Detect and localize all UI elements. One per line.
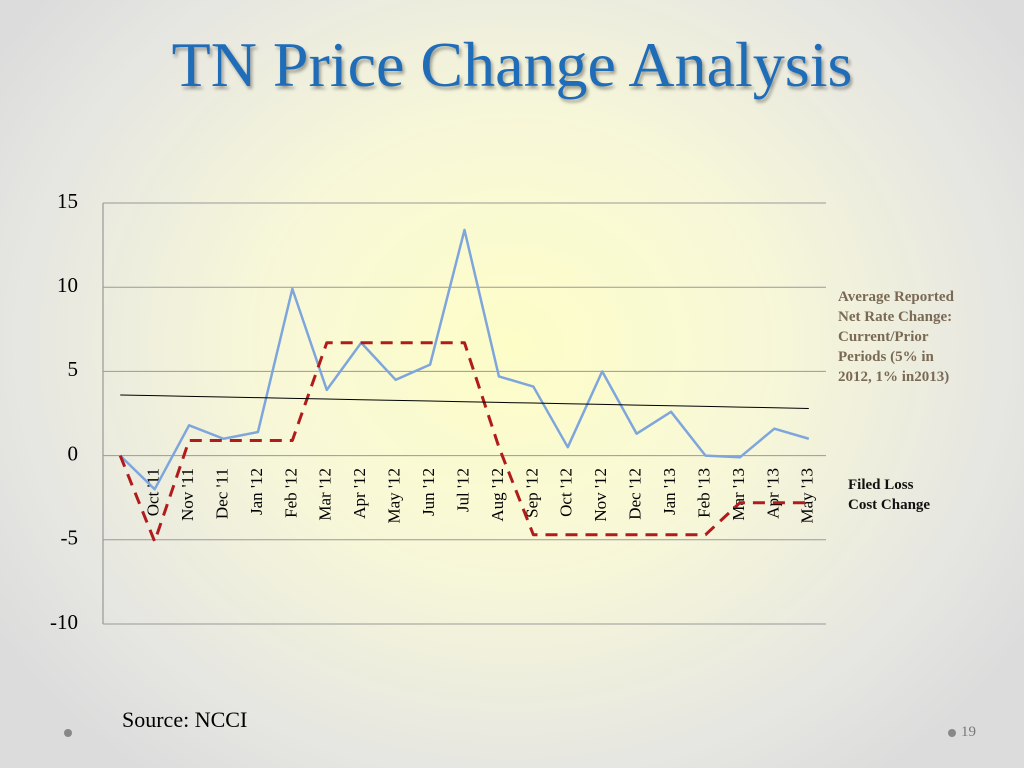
- bullet-dot: [948, 729, 956, 737]
- legend-entry: Average Reported Net Rate Change: Curren…: [838, 289, 954, 385]
- x-tick-label: Aug '12: [488, 468, 507, 522]
- x-tick-label: Oct '12: [557, 468, 576, 517]
- x-tick-label: Apr '12: [350, 468, 369, 519]
- bullet-dot: [64, 729, 72, 737]
- y-tick-label: 15: [57, 189, 78, 213]
- data-line: [119, 228, 810, 491]
- x-tick-label: Dec '12: [626, 468, 645, 520]
- x-tick-label: Feb '12: [281, 468, 300, 518]
- x-tick-label: May '12: [385, 468, 404, 523]
- x-tick-label: Mar '12: [316, 468, 335, 521]
- y-tick-label: 10: [57, 273, 78, 297]
- x-tick-label: Sep '12: [522, 468, 541, 518]
- data-line: [120, 394, 809, 409]
- x-tick-label: Mar '13: [729, 468, 748, 521]
- x-tick-label: May '13: [798, 468, 817, 523]
- slide-title: TN Price Change Analysis: [171, 29, 853, 100]
- y-tick-label: 5: [68, 357, 79, 381]
- x-tick-label: Jun '12: [419, 468, 438, 516]
- x-tick-label: Nov '12: [591, 468, 610, 522]
- x-tick-label: Dec '11: [212, 468, 231, 519]
- page-number: 19: [961, 724, 976, 740]
- x-tick-label: Jan '12: [247, 468, 266, 515]
- legend-entry: Filed Loss Cost Change: [848, 477, 931, 513]
- y-tick-label: -5: [61, 526, 79, 550]
- x-tick-label: Feb '13: [694, 468, 713, 518]
- data-line: [118, 341, 809, 543]
- y-tick-label: -10: [50, 610, 78, 634]
- y-tick-label: 0: [68, 441, 79, 465]
- source: Source: NCCI: [122, 707, 248, 732]
- x-tick-label: Oct '11: [144, 468, 163, 516]
- x-tick-label: Jan '13: [660, 468, 679, 515]
- x-tick-label: Apr '13: [763, 468, 782, 519]
- x-tick-label: Nov '11: [178, 468, 197, 521]
- x-tick-label: Jul '12: [453, 468, 472, 512]
